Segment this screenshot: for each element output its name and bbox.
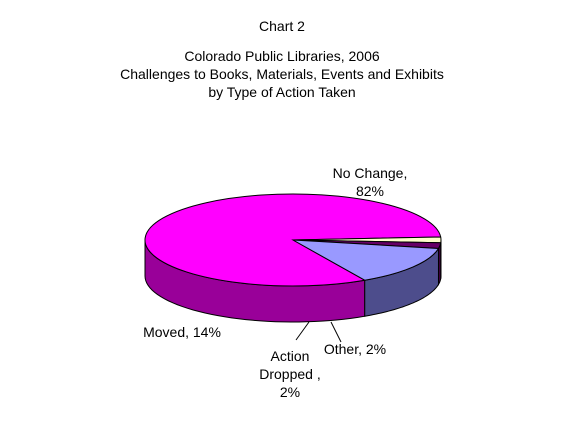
chart-subtitle-line-1: Colorado Public Libraries, 2006 xyxy=(184,48,380,64)
data-label-line: 2% xyxy=(280,384,300,400)
leader-lines xyxy=(295,321,342,343)
data-label-line: Moved, 14% xyxy=(143,324,221,340)
data-label-line: 82% xyxy=(356,183,384,199)
pie-tops xyxy=(144,193,442,287)
data-label-other: Other, 2% xyxy=(324,341,386,357)
data-labels: No Change, 82% Other, 2% Action Dropped , 2% M… xyxy=(143,165,407,400)
pie-sides xyxy=(144,239,442,323)
data-label-line: Action xyxy=(271,348,310,364)
leader-line-action-dropped xyxy=(295,321,310,341)
data-label-no-change: No Change, 82% xyxy=(333,165,408,199)
pie-slice-no-change xyxy=(144,193,442,287)
chart-title: Chart 2 xyxy=(259,18,305,34)
pie-slice-moved xyxy=(292,239,440,281)
data-label-line: No Change, xyxy=(333,165,408,181)
data-label-line: Other, 2% xyxy=(324,341,386,357)
data-label-line: Dropped , xyxy=(259,366,320,382)
data-label-moved: Moved, 14% xyxy=(143,324,221,340)
chart-subtitle-line-2: Challenges to Books, Materials, Events a… xyxy=(120,66,444,82)
data-label-action-dropped: Action Dropped , 2% xyxy=(259,348,320,400)
leader-line-other xyxy=(330,321,342,343)
chart-subtitle-line-3: by Type of Action Taken xyxy=(208,84,356,100)
